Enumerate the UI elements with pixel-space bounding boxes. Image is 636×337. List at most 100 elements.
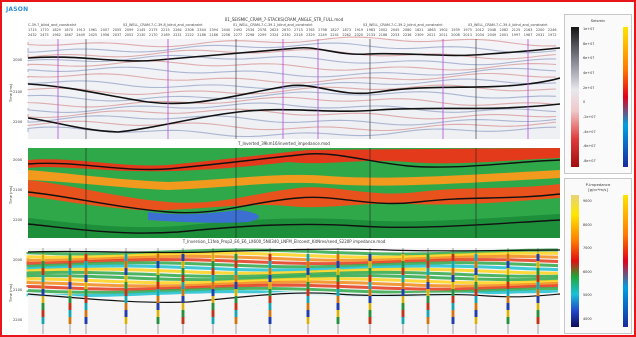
trace-number: 1873: [342, 28, 351, 32]
legend-tick: -8e+07: [583, 159, 596, 163]
trace-number: 2049: [487, 33, 497, 37]
y-tick: 2100: [13, 288, 23, 292]
well-name: C-39-7_blind_and_constraint: [28, 23, 77, 27]
trace-number: 2277: [233, 33, 243, 37]
trace-number: 2045: [390, 28, 400, 32]
legend-tick: -2e+07: [583, 115, 596, 119]
trace-number: 2034: [475, 33, 484, 37]
trace-number: 2440: [221, 28, 231, 32]
trace-number: 2082: [499, 28, 509, 32]
seismic-section[interactable]: [8, 14, 560, 140]
trace-number: 2001: [499, 33, 509, 37]
trace-number: 2246: [547, 28, 557, 32]
trace-number: 2200: [535, 28, 545, 32]
seismic-colorbar: [571, 27, 628, 167]
impedance-panel-title: T_Inverted_39km16/inverted_impedance.mod: [238, 141, 330, 146]
impedance-panel[interactable]: T_Inverted_39km16/inverted_impedance.mod…: [8, 140, 560, 238]
trace-number: 2002: [378, 28, 388, 32]
trace-number: 2130: [136, 33, 146, 37]
trace-number: 2798: [318, 28, 327, 32]
y-tick: 2100: [13, 90, 23, 94]
trace-number: 2007: [100, 28, 110, 32]
trace-number: 1975: [463, 28, 472, 32]
trace-number: 2394: [209, 28, 218, 32]
trace-number: 2713: [294, 28, 303, 32]
trace-number: 2163: [523, 28, 533, 32]
trace-number: 2021: [427, 33, 436, 37]
trace-number: 2264: [173, 28, 182, 32]
trace-number: 1939: [451, 28, 460, 32]
inversion-section[interactable]: [8, 238, 560, 334]
trace-number: 2186: [197, 33, 206, 37]
impedance-colorbar: [571, 195, 628, 327]
trace-number: 2316: [294, 33, 303, 37]
trace-number: 2175: [148, 28, 158, 32]
trace-number: 2170: [148, 33, 158, 37]
legend-tick: 2e+07: [583, 85, 595, 90]
trace-number: 2055: [112, 28, 122, 32]
y-tick: 2100: [13, 188, 23, 192]
well-name: 03_WELL_CRAM-7-C-39-8_blind_and_constrai…: [123, 23, 203, 27]
trace-number: 2052: [124, 33, 134, 37]
trace-number: 2449: [76, 33, 85, 37]
trace-number: 1870: [64, 28, 73, 32]
y-tick: 2200: [13, 318, 23, 322]
trace-number: 2233: [390, 33, 400, 37]
trace-number: 1972: [547, 33, 557, 37]
impedance-legend-title: P-Impedance: [585, 182, 611, 187]
legend-tick: 4e+07: [583, 71, 595, 75]
trace-number: 1963: [366, 28, 376, 32]
trace-number: 1913: [76, 28, 85, 32]
trace-number: 2012: [475, 28, 484, 32]
trace-number: 2475: [40, 33, 49, 37]
trace-number: 2189: [161, 33, 170, 37]
seismic-panel[interactable]: 01_SEISMIC_CRAM_7-STACKS(CRAM_ANGLE_STR_…: [8, 14, 560, 140]
legend-tick: 9000: [583, 199, 592, 203]
trace-number: 2320: [354, 33, 364, 37]
y-tick: 2000: [13, 58, 23, 62]
trace-number: 1827: [330, 28, 339, 32]
legend-tick: 1e+07: [583, 27, 595, 31]
trace-number: 2578: [257, 28, 267, 32]
trace-number: 2145: [136, 28, 146, 32]
trace-number: 2215: [161, 28, 170, 32]
inversion-panel[interactable]: T_Inversion_11feb_Prop2_E6_E6_LX600_5N03…: [8, 238, 560, 334]
trace-number: 1715: [28, 28, 37, 32]
trace-number: 1961: [88, 28, 98, 32]
impedance-legend[interactable]: P-Impedance [g/cc*m/s] 9000 8000 7000 6000 5…: [564, 178, 632, 334]
trace-number: 2013: [463, 33, 472, 37]
y-tick: 2200: [13, 120, 23, 124]
trace-number: 2249: [318, 33, 327, 37]
trace-number: 2492: [233, 28, 243, 32]
trace-number: 1829: [52, 28, 61, 32]
app-logo: JASON: [6, 6, 29, 13]
legend-tick: -6e+07: [583, 144, 596, 149]
trace-number: 2298: [245, 33, 255, 37]
trace-number: 2188: [378, 33, 388, 37]
impedance-section[interactable]: [8, 140, 560, 238]
trace-number: 1770: [40, 28, 49, 32]
well-name: 01_WELL_CRAM-7-C-39-1_blind_and_constrai…: [233, 23, 313, 27]
trace-number: 1962: [52, 33, 61, 37]
trace-number: 2432: [28, 33, 37, 37]
trace-number: 2765: [306, 28, 315, 32]
trace-number: 1919: [354, 28, 364, 32]
trace-number: 1956: [100, 33, 110, 37]
trace-number: 2133: [366, 33, 376, 37]
seismic-legend-title: Seismic: [590, 18, 606, 23]
trace-number: 1867: [64, 33, 73, 37]
trace-number: 2262: [342, 33, 351, 37]
seismic-legend[interactable]: Seismic 1e+07 8e+07 6e+07 4e+07 2e+07 0 -2e+07…: [564, 14, 632, 174]
seismic-panel-title: 01_SEISMIC_CRAM_7-STACKS(CRAM_ANGLE_STR_…: [224, 17, 344, 22]
legend-tick: 7000: [583, 246, 592, 251]
trace-number: 2048: [487, 28, 497, 32]
trace-number: 1902: [439, 28, 448, 32]
trace-number: 1987: [523, 33, 533, 37]
trace-number: 2324: [269, 33, 279, 37]
legend-tick: 6000: [583, 269, 592, 274]
well-name: 03_WELL_CRAM-7-C-39-4_blind_and_constrai…: [468, 23, 548, 27]
trace-number: 2425: [88, 33, 98, 37]
legend-tick: 6e+07: [583, 56, 595, 61]
trace-number: 2309: [414, 33, 424, 37]
legend-tick: 4000: [583, 317, 592, 321]
